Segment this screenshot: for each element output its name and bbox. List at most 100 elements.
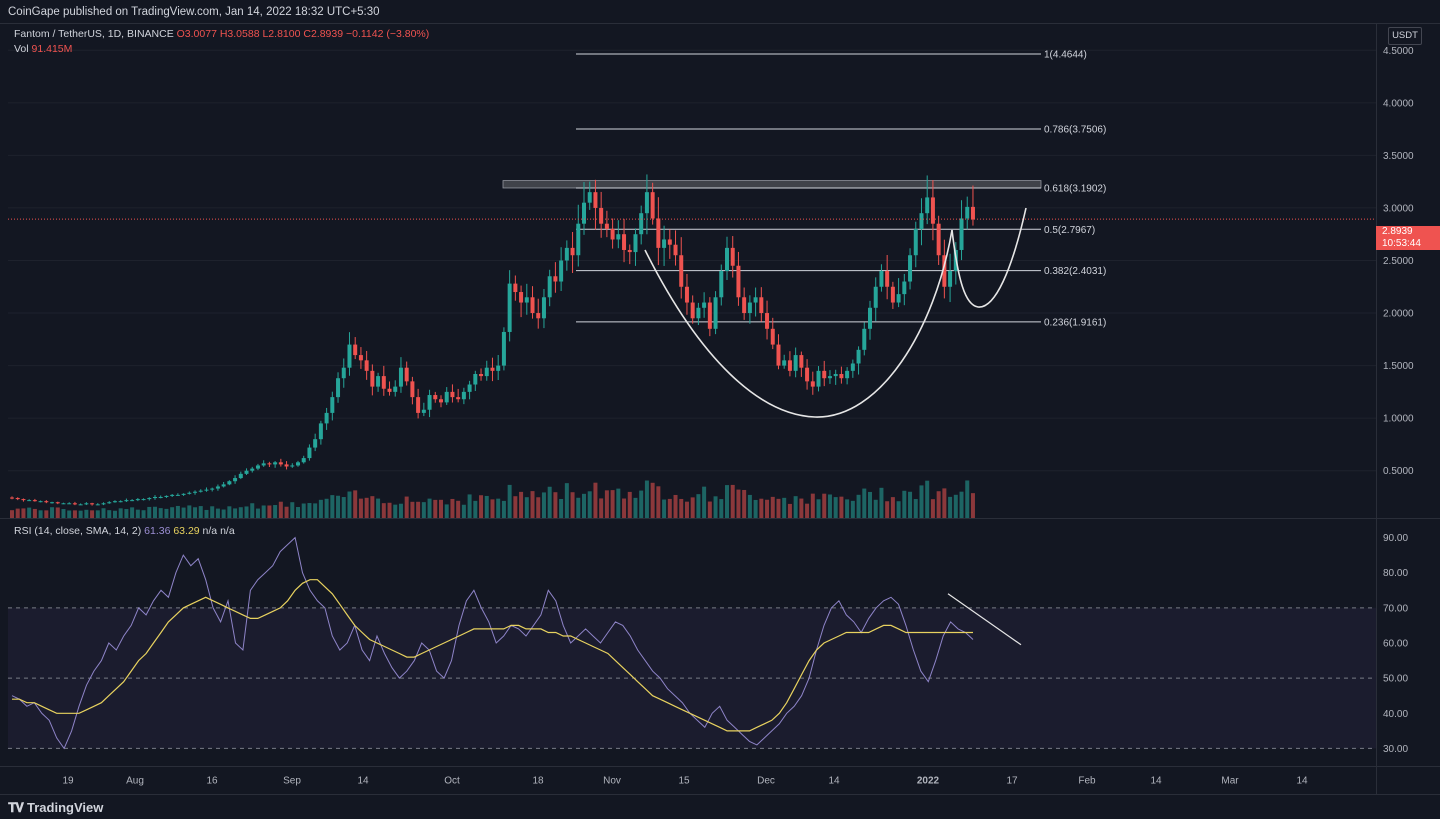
candle-body: [793, 355, 798, 371]
candle-body: [564, 247, 569, 261]
volume-bar: [307, 503, 312, 518]
candle-body: [696, 307, 701, 319]
candle-body: [833, 374, 838, 377]
volume-legend[interactable]: Vol 91.415M: [14, 43, 72, 55]
candle-body: [747, 302, 752, 314]
candle-body: [456, 397, 461, 400]
volume-bar: [358, 498, 363, 518]
fib-label: 0.236(1.9161): [1044, 317, 1106, 328]
volume-bar: [919, 485, 924, 518]
currency-button[interactable]: USDT: [1388, 27, 1422, 45]
candle-body: [15, 498, 20, 500]
time-tick-label: 16: [206, 776, 218, 787]
volume-bar: [204, 509, 209, 518]
volume-bar: [742, 489, 747, 518]
tradingview-brand: TradingView: [27, 800, 104, 815]
candle-body: [868, 307, 872, 329]
volume-bar: [421, 502, 426, 518]
volume-bar: [816, 499, 821, 518]
candle-body: [759, 297, 764, 314]
volume-bar: [318, 499, 323, 518]
candle-body: [324, 412, 329, 424]
candle-body: [21, 499, 26, 501]
volume-bar: [547, 486, 552, 518]
time-tick-label: 17: [1006, 776, 1018, 787]
candle-body: [736, 265, 741, 298]
candle-body: [650, 192, 655, 219]
volume-bar: [799, 498, 804, 518]
candle-body: [416, 397, 421, 413]
candle-body: [267, 463, 272, 465]
candle-body: [381, 376, 386, 389]
candle-body: [519, 292, 524, 303]
rsi-tick-label: 60.00: [1383, 639, 1408, 650]
volume-bar: [827, 494, 832, 518]
fib-label: 1(4.4644): [1044, 50, 1087, 61]
candle-body: [633, 234, 638, 253]
last-price-tag: 2.8939 10:53:44: [1376, 226, 1440, 250]
candle-body: [72, 503, 77, 505]
candle-body: [930, 197, 935, 224]
candle-body: [662, 239, 667, 248]
volume-bar: [970, 493, 975, 518]
candle-body: [639, 213, 644, 235]
volume-bar: [501, 500, 506, 518]
candle-body: [896, 294, 901, 303]
volume-bar: [84, 509, 89, 518]
volume-bar: [341, 497, 346, 518]
volume-bar: [484, 495, 489, 518]
candle-body: [353, 344, 358, 356]
rsi-tick-label: 90.00: [1383, 533, 1408, 544]
candle-body: [816, 370, 821, 387]
volume-bar: [490, 499, 495, 518]
candle-body: [770, 328, 775, 345]
candle-body: [27, 500, 32, 502]
candle-body: [890, 286, 895, 303]
candle-body: [215, 486, 220, 489]
candle-body: [284, 464, 289, 467]
volume-bar: [15, 508, 20, 518]
time-tick-label: Dec: [757, 776, 775, 787]
candle-body: [387, 388, 392, 392]
candle-body: [301, 458, 306, 463]
volume-bar: [221, 509, 226, 518]
volume-bar: [684, 501, 689, 518]
volume-bar: [850, 500, 855, 518]
volume-bar: [753, 499, 758, 518]
volume-bar: [879, 487, 884, 518]
tradingview-logo[interactable]: 𝐓𝐕 TradingView: [8, 800, 103, 816]
volume-bar: [776, 498, 781, 518]
volume-bar: [890, 497, 895, 518]
time-tick-label: Oct: [444, 776, 460, 787]
candle-body: [536, 313, 541, 319]
candle-body: [244, 470, 249, 474]
candle-body: [948, 271, 953, 287]
symbol-legend[interactable]: Fantom / TetherUS, 1D, BINANCE O3.0077 H…: [14, 28, 429, 40]
candle-body: [238, 473, 243, 479]
rsi-label[interactable]: RSI (14, close, SMA, 14, 2): [14, 525, 142, 537]
time-tick-label: 2022: [917, 776, 940, 787]
candle-body: [799, 355, 804, 368]
candle-body: [507, 283, 512, 332]
candle-body: [318, 423, 323, 440]
price-tick-label: 3.5000: [1383, 151, 1414, 162]
candle-body: [587, 192, 592, 203]
candle-body: [336, 378, 341, 398]
volume-bar: [644, 480, 649, 518]
volume-bar: [193, 507, 198, 518]
symbol-name[interactable]: Fantom / TetherUS, 1D, BINANCE: [14, 28, 174, 40]
volume-bar: [398, 503, 403, 518]
volume-bar: [461, 504, 466, 518]
rsi-legend[interactable]: RSI (14, close, SMA, 14, 2) 61.36 63.29 …: [14, 525, 235, 537]
volume-bar: [301, 503, 306, 518]
price-tick-label: 1.0000: [1383, 414, 1414, 425]
time-tick-label: 14: [1150, 776, 1162, 787]
candle-body: [616, 234, 621, 240]
candle-body: [839, 374, 844, 379]
tradingview-logo-icon: 𝐓𝐕: [8, 800, 24, 815]
candle-body: [358, 355, 363, 361]
candle-body: [364, 360, 369, 371]
volume-bar: [267, 505, 272, 518]
rsi-na-1: n/a: [202, 525, 218, 537]
candle-body: [667, 239, 672, 245]
